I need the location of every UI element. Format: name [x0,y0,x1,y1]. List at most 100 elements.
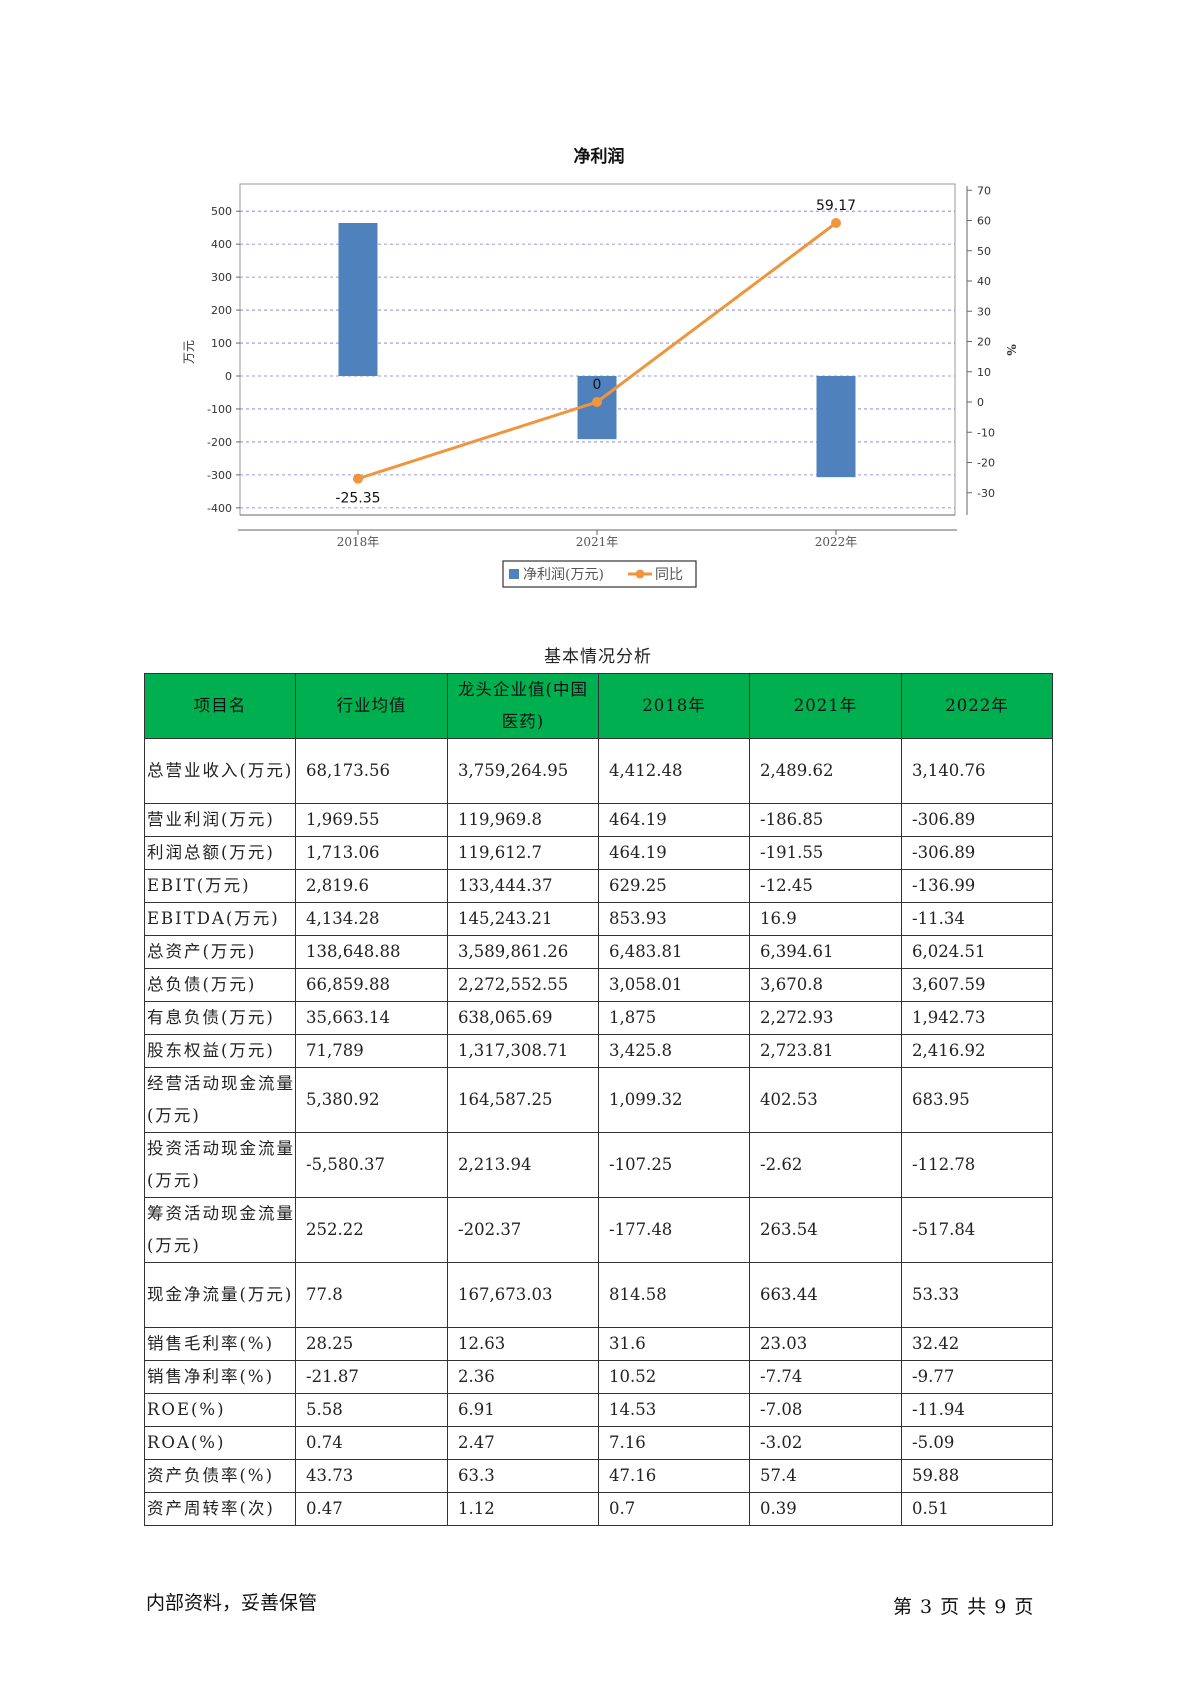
table-cell: 32.42 [901,1327,1053,1361]
table-row: EBITDA(万元) 4,134.28 145,243.21 853.93 16.9 -1… [144,902,1053,936]
net-profit-chart: 净利润 500 400 300 200 100 0 -100 -200 -300 -400 70 60 5… [0,0,1191,600]
table-cell: 252.22 [295,1197,448,1263]
table-cell: 4,134.28 [295,902,448,936]
right-tick-label: 60 [977,215,991,228]
table-cell: 6,483.81 [598,935,750,969]
right-tick-label: 10 [977,366,991,379]
table-cell: 1,875 [598,1001,750,1035]
right-tick-label: 50 [977,245,991,258]
table-cell: 853.93 [598,902,750,936]
table-cell: -517.84 [901,1197,1053,1263]
row-label: 利润总额(万元) [144,836,296,870]
table-cell: 2,416.92 [901,1034,1053,1068]
table-cell: 683.95 [901,1067,1053,1133]
table-row: 销售净利率(%) -21.87 2.36 10.52 -7.74 -9.77 [144,1360,1053,1394]
table-cell: -7.74 [749,1360,902,1394]
table-cell: 663.44 [749,1262,902,1328]
legend-line-marker [635,569,645,579]
legend-line-label: 同比 [655,567,683,583]
table-row: 总营业收入(万元) 68,173.56 3,759,264.95 4,412.48 2,… [144,738,1053,804]
table-cell: 5.58 [295,1393,448,1427]
left-tick-label: -300 [207,469,232,482]
table-cell: 68,173.56 [295,738,448,804]
table-cell: -186.85 [749,803,902,837]
table-cell: -136.99 [901,869,1053,903]
table-cell: 12.63 [447,1327,599,1361]
left-tick-label: 100 [211,337,232,350]
table-cell: -202.37 [447,1197,599,1263]
row-label: 总营业收入(万元) [144,738,296,804]
left-tick-label: 500 [211,205,232,218]
table-cell: -107.25 [598,1132,750,1198]
table-cell: 263.54 [749,1197,902,1263]
table-cell: 28.25 [295,1327,448,1361]
row-label: 筹资活动现金流量(万元) [144,1197,296,1263]
row-label: 销售毛利率(%) [144,1327,296,1361]
table-cell: 0.39 [749,1492,902,1526]
table-cell: 43.73 [295,1459,448,1493]
left-tick-label: 300 [211,271,232,284]
table-row: 总资产(万元) 138,648.88 3,589,861.26 6,483.81 6,3… [144,935,1053,969]
table-cell: 57.4 [749,1459,902,1493]
table-row: 销售毛利率(%) 28.25 12.63 31.6 23.03 32.42 [144,1327,1053,1361]
table-cell: 53.33 [901,1262,1053,1328]
legend-bar-swatch [509,569,519,579]
table-row: 总负债(万元) 66,859.88 2,272,552.55 3,058.01 3,67… [144,968,1053,1002]
yoy-data-label: -25.35 [335,491,380,507]
row-label: 资产负债率(%) [144,1459,296,1493]
table-cell: 0.51 [901,1492,1053,1526]
row-label: 股东权益(万元) [144,1034,296,1068]
table-cell: 464.19 [598,803,750,837]
table-cell: 1,317,308.71 [447,1034,599,1068]
table-cell: 2,489.62 [749,738,902,804]
table-cell: -306.89 [901,836,1053,870]
table-cell: 1,969.55 [295,803,448,837]
chart-canvas: 净利润5004003002001000-100-200-300-40070605… [182,146,1018,588]
table-cell: -306.89 [901,803,1053,837]
table-cell: -21.87 [295,1360,448,1394]
table-cell: 2,819.6 [295,869,448,903]
header-industry-average: 行业均值 [295,673,448,739]
x-tick-label: 2022年 [815,535,858,549]
table-cell: -112.78 [901,1132,1053,1198]
yoy-data-label: 0 [593,377,602,393]
table-cell: 2,723.81 [749,1034,902,1068]
row-label: 营业利润(万元) [144,803,296,837]
table-cell: -3.02 [749,1426,902,1460]
table-row: 现金净流量(万元) 77.8 167,673.03 814.58 663.44 53.33 [144,1262,1053,1328]
table-cell: 6,024.51 [901,935,1053,969]
bar [338,223,378,376]
header-year-2018: 2018年 [598,673,750,739]
table-cell: 1,942.73 [901,1001,1053,1035]
table-cell: 402.53 [749,1067,902,1133]
table-row: 筹资活动现金流量(万元) 252.22 -202.37 -177.48 263.54 -5… [144,1197,1053,1263]
left-tick-label: -100 [207,403,232,416]
table-cell: 1,713.06 [295,836,448,870]
row-label: EBIT(万元) [144,869,296,903]
table-row: 有息负债(万元) 35,663.14 638,065.69 1,875 2,272.93… [144,1001,1053,1035]
table-cell: 119,612.7 [447,836,599,870]
right-tick-label: 30 [977,305,991,318]
table-cell: 35,663.14 [295,1001,448,1035]
table-cell: 3,140.76 [901,738,1053,804]
table-cell: -12.45 [749,869,902,903]
table-cell: 0.7 [598,1492,750,1526]
table-cell: 77.8 [295,1262,448,1328]
left-tick-label: -400 [207,502,232,515]
table-cell: -5,580.37 [295,1132,448,1198]
table-cell: 23.03 [749,1327,902,1361]
table-row: 营业利润(万元) 1,969.55 119,969.8 464.19 -186.85 -3… [144,803,1053,837]
table-cell: 638,065.69 [447,1001,599,1035]
table-cell: 167,673.03 [447,1262,599,1328]
table-title: 基本情况分析 [544,647,652,667]
table-cell: 164,587.25 [447,1067,599,1133]
yoy-data-label: 59.17 [816,198,856,214]
row-label: 销售净利率(%) [144,1360,296,1394]
x-tick-label: 2021年 [576,535,619,549]
row-label: 总资产(万元) [144,935,296,969]
table-cell: 6.91 [447,1393,599,1427]
table-cell: 2,272.93 [749,1001,902,1035]
table-cell: -191.55 [749,836,902,870]
table-cell: 133,444.37 [447,869,599,903]
table-cell: -5.09 [901,1426,1053,1460]
